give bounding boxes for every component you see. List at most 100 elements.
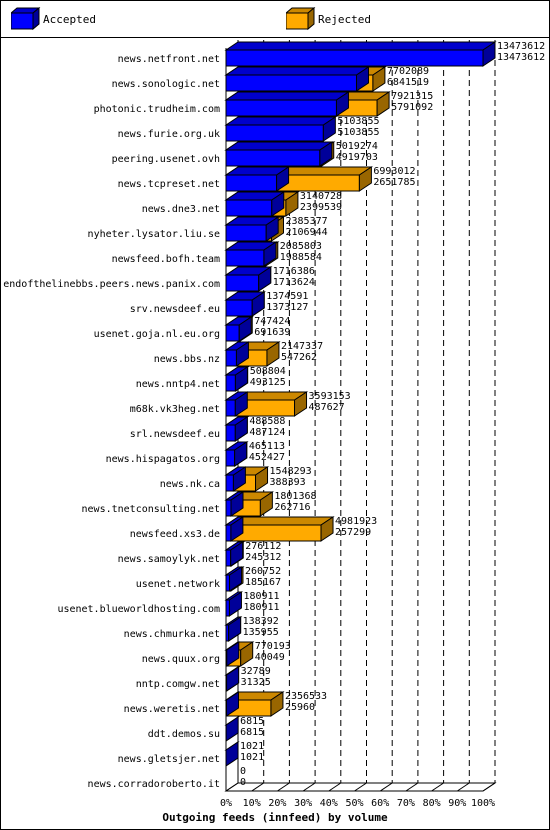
legend-swatch-rejected <box>286 7 316 31</box>
bar-accepted-side <box>229 566 243 592</box>
bar-accepted <box>224 316 253 342</box>
category-label: news.gletsjer.net <box>118 754 220 765</box>
bar-accepted-top <box>224 91 351 101</box>
bar-accepted-front <box>225 474 234 492</box>
data-label-accepted: 388393 <box>270 477 306 488</box>
category-label: usenet.blueworldhosting.com <box>57 604 220 615</box>
bar-accepted-top <box>224 141 334 151</box>
category-label: news.netfront.net <box>118 54 220 65</box>
data-label-rejected: 747424 <box>254 316 290 327</box>
category-label: srl.newsdeef.eu <box>130 429 220 440</box>
category-label: news.furie.org.uk <box>118 129 220 140</box>
x-tick-label: 40% <box>320 798 338 809</box>
x-tick-label: 70% <box>397 798 415 809</box>
data-label-rejected: 465113 <box>249 441 285 452</box>
bar-accepted-front <box>225 324 240 342</box>
bars <box>224 41 497 767</box>
bar-accepted-front <box>225 349 237 367</box>
bar-accepted-side <box>230 541 244 567</box>
data-label-accepted: 257299 <box>335 527 371 538</box>
data-label-rejected: 1548293 <box>270 466 312 477</box>
category-label: news.nntp4.net <box>136 379 220 390</box>
data-label-rejected: 260752 <box>245 566 281 577</box>
data-label-accepted: 180911 <box>243 602 279 613</box>
category-label: news.dne3.net <box>142 204 220 215</box>
data-label-accepted: 1988584 <box>280 252 322 263</box>
bar-accepted-front <box>225 374 236 392</box>
bar-rejected-side <box>372 66 386 92</box>
bar-accepted <box>224 666 241 692</box>
floor-tick <box>405 782 419 792</box>
category-label: usenet.network <box>136 579 220 590</box>
bar-accepted <box>224 216 280 242</box>
data-label-accepted: 2651785 <box>373 177 415 188</box>
data-label-accepted: 493125 <box>250 377 286 388</box>
bar-accepted-side <box>258 266 272 292</box>
data-label-accepted: 487124 <box>249 427 285 438</box>
data-label-rejected: 5019274 <box>336 141 378 152</box>
category-label: news.corradoroberto.it <box>88 779 220 790</box>
bar-accepted-front <box>225 249 265 267</box>
data-label-rejected: 7702089 <box>387 66 429 77</box>
bar-accepted-top <box>224 116 338 126</box>
bar-accepted <box>224 116 338 142</box>
bar-accepted-side <box>234 391 248 417</box>
bar-accepted <box>224 691 241 717</box>
floor-tick <box>302 782 316 792</box>
bar-accepted <box>224 391 249 417</box>
x-tick-label: 80% <box>423 798 441 809</box>
bar-accepted <box>224 416 249 442</box>
data-label-accepted: 185167 <box>245 577 281 588</box>
legend-label-accepted: Accepted <box>43 13 96 26</box>
category-label: photonic.trudheim.com <box>94 104 220 115</box>
bar-accepted-front <box>225 199 273 217</box>
bar-accepted-side <box>225 716 239 742</box>
bar-accepted <box>224 516 245 542</box>
floor-tick <box>431 782 444 792</box>
category-label: peering.usenet.ovh <box>112 154 220 165</box>
bar-accepted <box>224 491 245 517</box>
bar-rejected-side <box>266 341 280 367</box>
legend-swatch-accepted <box>11 7 41 31</box>
data-label-accepted: 31325 <box>241 677 271 688</box>
data-label-accepted: 547262 <box>281 352 317 363</box>
bar-accepted-side <box>251 291 265 317</box>
category-label: nntp.comgw.net <box>136 679 220 690</box>
bar-accepted-side <box>235 341 249 367</box>
bar-rejected-side <box>376 91 390 117</box>
bar-accepted-front <box>225 524 232 542</box>
data-label-rejected: 3140728 <box>300 191 342 202</box>
bar-accepted-side <box>276 166 290 192</box>
bar-accepted-side <box>226 666 240 692</box>
category-label: news.samoylyk.net <box>118 554 220 565</box>
floor-tick <box>379 782 393 792</box>
data-label-accepted: 5791092 <box>391 102 433 113</box>
bar-accepted-front <box>225 49 484 67</box>
bar-accepted-front <box>225 399 236 417</box>
bar-accepted <box>224 66 371 92</box>
bar-accepted <box>224 141 334 167</box>
data-label-accepted: 2399539 <box>300 202 342 213</box>
bar-accepted-side <box>263 241 277 267</box>
x-tick-label: 90% <box>448 798 466 809</box>
bar-accepted <box>224 191 286 217</box>
floor-tick <box>457 782 470 792</box>
data-label-accepted: 1021 <box>240 752 264 763</box>
floor-tick <box>251 782 264 792</box>
data-label-accepted: 1373127 <box>266 302 308 313</box>
labels: 0% 10% 20% 30% 40% 50% 60% 70% 80% 90% 100% news.ne… <box>3 41 545 809</box>
data-label-rejected: 1021 <box>240 741 264 752</box>
x-tick-label: 60% <box>371 798 389 809</box>
data-label-accepted: 6815 <box>240 727 264 738</box>
category-label: endofthelinebbs.peers.news.panix.com <box>3 279 220 290</box>
bar-accepted <box>224 716 240 742</box>
bar-accepted-side <box>335 91 349 117</box>
bar-accepted <box>224 91 351 117</box>
bar-accepted-front <box>225 549 232 567</box>
bar-accepted-front <box>225 449 236 467</box>
data-label-accepted: 452427 <box>249 452 285 463</box>
bar-accepted-side <box>271 191 285 217</box>
category-label: news.bbs.nz <box>154 354 220 365</box>
